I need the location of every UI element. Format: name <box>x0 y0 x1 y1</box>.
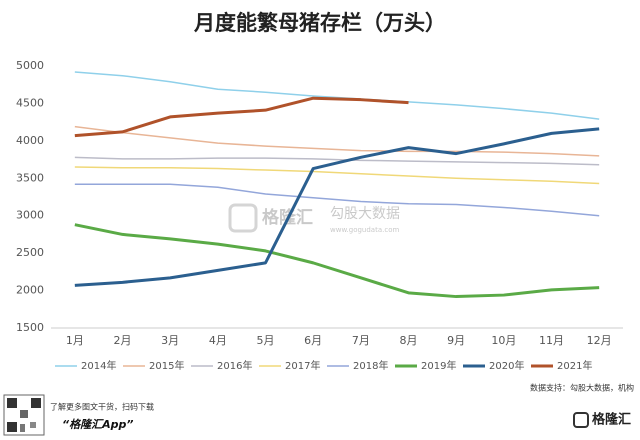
y-tick-label: 3000 <box>16 209 44 222</box>
legend-label: 2021年 <box>557 359 592 372</box>
legend-label: 2016年 <box>217 359 252 372</box>
legend-label: 2020年 <box>489 359 524 372</box>
watermark-site: 勾股大数据 <box>330 206 400 222</box>
y-tick-label: 2000 <box>16 284 44 297</box>
app-text: “格隆汇App” <box>62 418 133 431</box>
x-tick-label: 12月 <box>587 334 612 347</box>
x-tick-label: 2月 <box>114 334 132 347</box>
legend-label: 2017年 <box>285 359 320 372</box>
logo-text: 格隆汇 <box>592 412 631 428</box>
series-line <box>74 125 600 157</box>
promo-text: 了解更多图文干货，扫码下载 <box>50 402 154 412</box>
x-tick-label: 5月 <box>257 334 275 347</box>
y-tick-label: 2500 <box>16 246 44 259</box>
series-line <box>74 223 600 299</box>
x-tick-label: 11月 <box>539 334 564 347</box>
x-tick-label: 1月 <box>66 334 84 347</box>
logo-icon <box>573 412 589 428</box>
watermark: 格隆汇 勾股大数据 www.gogudata.com <box>228 203 400 234</box>
y-tick-label: 1500 <box>16 321 44 334</box>
x-tick-label: 4月 <box>209 334 227 347</box>
series-line <box>74 71 600 120</box>
chart-title: 月度能繁母猪存栏（万头） <box>193 11 446 35</box>
series-line <box>74 156 600 166</box>
qr-code <box>3 394 45 436</box>
legend-label: 2014年 <box>81 359 116 372</box>
x-tick-label: 3月 <box>161 334 179 347</box>
y-tick-label: 3500 <box>16 171 44 184</box>
watermark-url: www.gogudata.com <box>330 226 399 234</box>
x-tick-label: 9月 <box>447 334 465 347</box>
y-tick-label: 4000 <box>16 134 44 147</box>
series-line <box>74 183 600 217</box>
y-tick-label: 4500 <box>16 96 44 109</box>
legend-label: 2015年 <box>149 359 184 372</box>
x-tick-label: 8月 <box>400 334 418 347</box>
series-line <box>74 127 600 287</box>
source: 数据支持：勾股大数据，机构 <box>530 383 634 393</box>
x-tick-label: 10月 <box>491 334 516 347</box>
legend-label: 2018年 <box>353 359 388 372</box>
y-tick-label: 5000 <box>16 59 44 72</box>
x-tick-label: 7月 <box>352 334 370 347</box>
watermark-icon <box>228 203 258 233</box>
series-line <box>74 96 409 138</box>
x-tick-label: 6月 <box>304 334 322 347</box>
series-line <box>74 166 600 185</box>
legend-label: 2019年 <box>421 359 456 372</box>
